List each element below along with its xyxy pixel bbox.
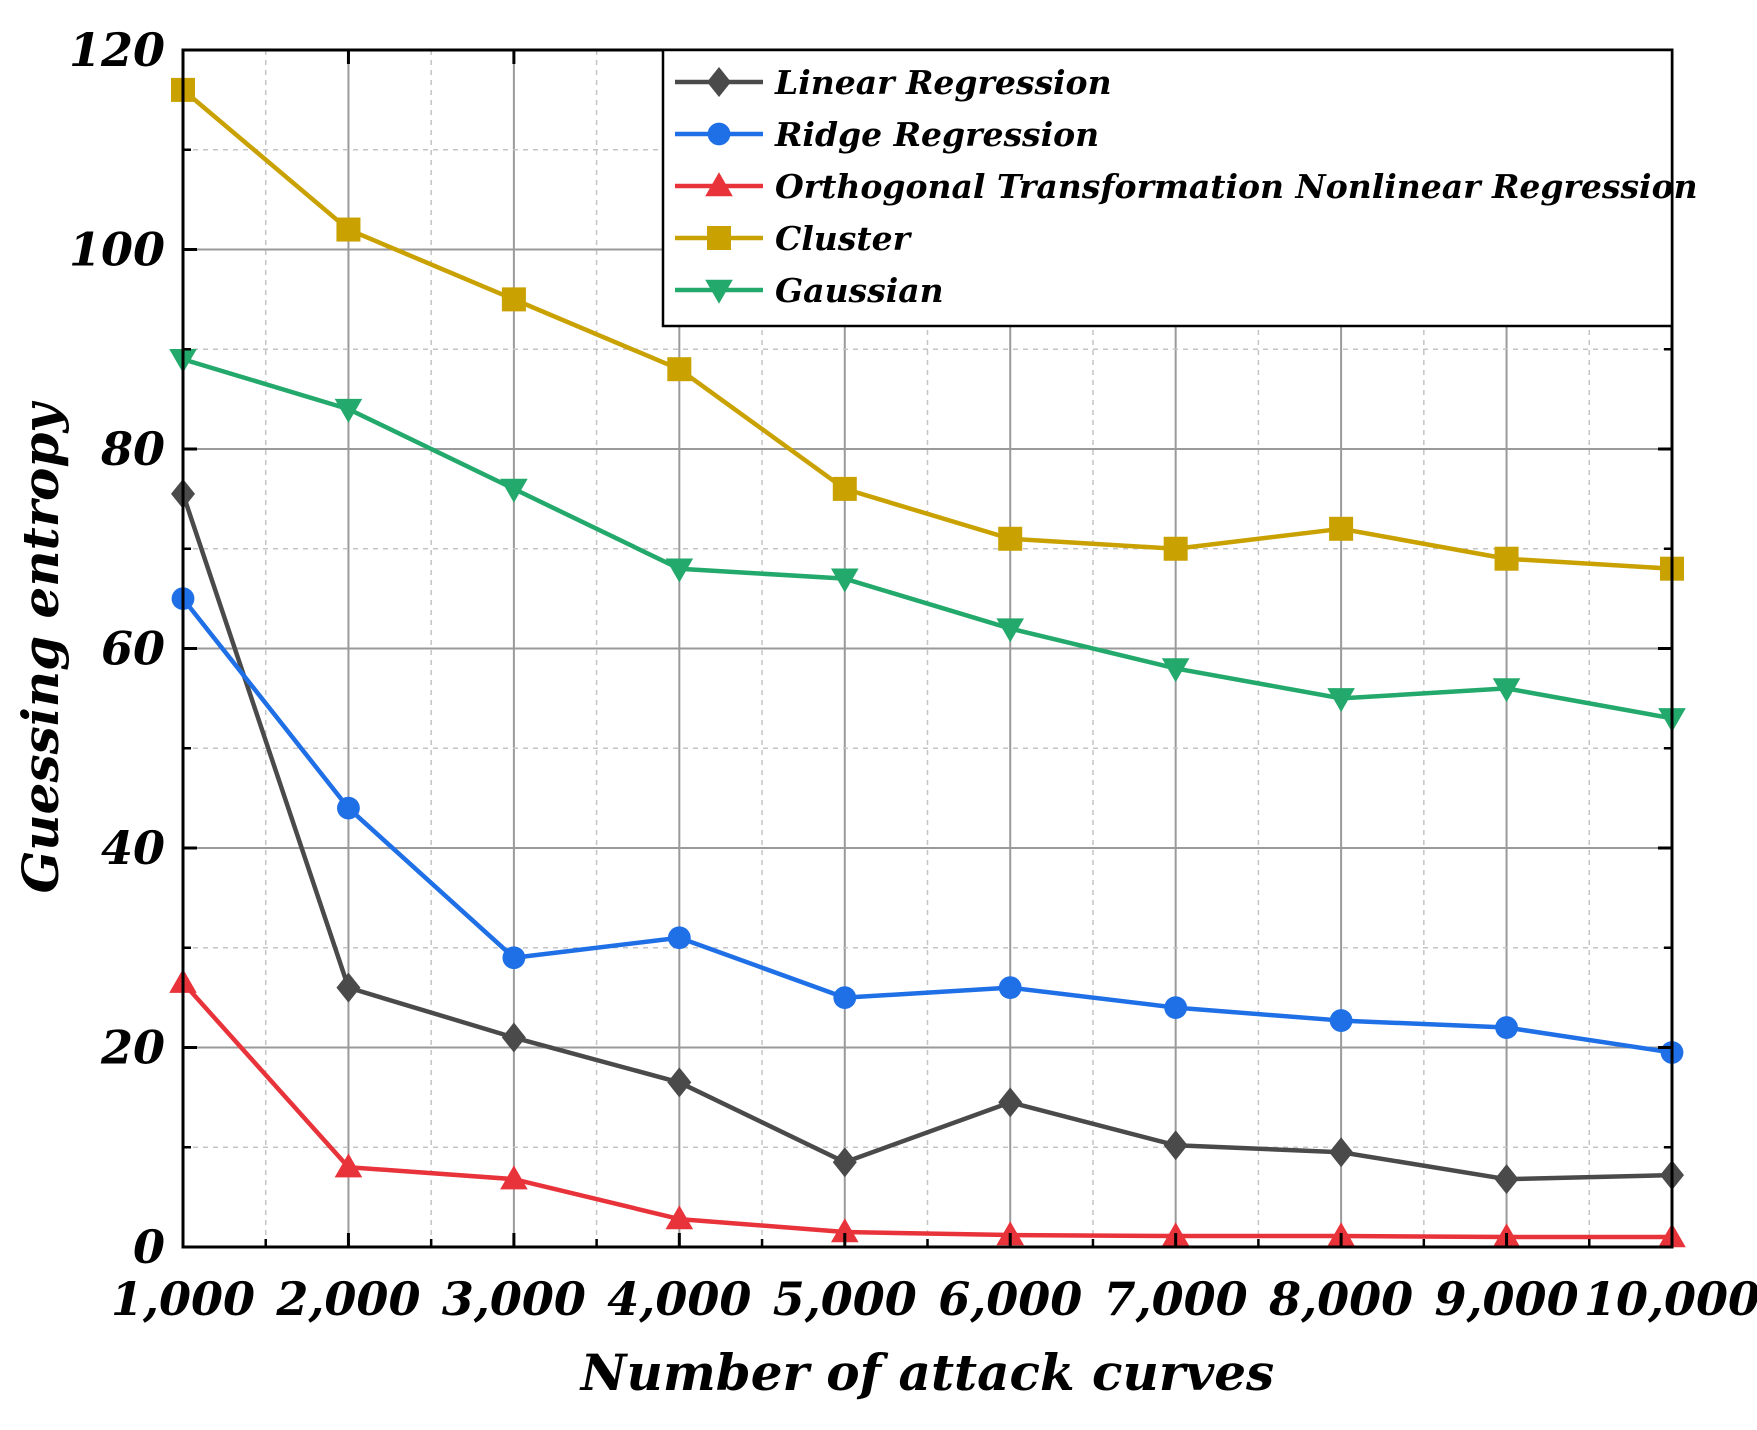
data-point-marker: [998, 976, 1022, 1000]
x-tick-label: 2,000: [275, 1272, 420, 1326]
legend-label: Gaussian: [775, 271, 944, 310]
x-tick-label: 5,000: [773, 1272, 917, 1326]
data-point-marker: [501, 287, 526, 312]
data-point-marker: [665, 1205, 694, 1230]
data-point-marker: [501, 1022, 526, 1053]
y-tick-label: 0: [133, 1220, 165, 1274]
legend-label: Ridge Regression: [774, 115, 1099, 154]
x-tick-label: 6,000: [938, 1272, 1082, 1326]
x-axis-title: Number of attack curves: [579, 1343, 1274, 1402]
data-point-marker: [1164, 996, 1188, 1019]
data-point-marker: [833, 986, 857, 1010]
data-point-marker: [1329, 516, 1354, 541]
series-line: [180, 493, 1673, 1182]
data-point-marker: [337, 796, 360, 820]
legend-label: Linear Regression: [774, 63, 1112, 102]
series-line: [182, 357, 1673, 721]
data-point-marker: [667, 926, 691, 950]
x-tick-label: 7,000: [1104, 1272, 1248, 1326]
data-point-marker: [334, 398, 363, 423]
legend-box: [661, 48, 1674, 328]
data-point-marker: [705, 279, 733, 304]
data-point-marker: [707, 122, 731, 146]
x-tick-label: 8,000: [1268, 1272, 1413, 1326]
data-point-marker: [667, 357, 692, 382]
data-point-marker: [1163, 1130, 1188, 1161]
data-point-marker: [1161, 658, 1190, 683]
series-line: [181, 981, 1672, 1240]
y-axis-title: Guessing entropy: [11, 401, 70, 894]
series-line: [181, 597, 1673, 1055]
y-tick-label: 20: [100, 1021, 165, 1075]
legend-label: Orthogonal Transformation Nonlinear Regr…: [775, 167, 1698, 206]
legend-label: Cluster: [775, 219, 913, 258]
x-tick-label: 9,000: [1435, 1272, 1579, 1326]
data-point-marker: [1329, 1137, 1354, 1168]
data-point-marker: [667, 1067, 692, 1098]
data-point-marker: [500, 478, 528, 503]
y-tick-label: 120: [69, 23, 165, 77]
data-point-marker: [998, 1087, 1023, 1118]
data-point-marker: [1492, 678, 1521, 703]
data-point-marker: [336, 217, 361, 242]
data-point-marker: [502, 946, 526, 970]
data-point-marker: [707, 67, 731, 97]
x-tick-label: 4,000: [607, 1272, 751, 1326]
data-point-marker: [830, 1218, 859, 1243]
data-point-marker: [998, 526, 1023, 551]
series-ridge-regression: [171, 587, 1684, 1064]
y-tick-label: 80: [100, 422, 165, 476]
data-point-marker: [334, 1153, 363, 1178]
data-point-marker: [707, 226, 731, 250]
series-layer: [169, 77, 1686, 1248]
data-point-marker: [996, 618, 1025, 643]
data-point-marker: [1494, 1164, 1519, 1195]
y-tick-label: 100: [69, 223, 165, 277]
series-cluster: [171, 77, 1684, 581]
legend-entry: Gaussian: [675, 271, 944, 310]
data-point-marker: [336, 972, 361, 1003]
x-tick-label: 1,000: [111, 1272, 255, 1326]
legend-entry: Linear Regression: [675, 63, 1112, 102]
x-tick-label: 3,000: [442, 1272, 586, 1326]
y-tick-label: 60: [101, 622, 165, 676]
data-point-marker: [1327, 688, 1355, 713]
legend-entry: Ridge Regression: [675, 115, 1099, 154]
data-point-marker: [500, 1165, 528, 1190]
data-point-marker: [1494, 546, 1519, 571]
legend-entry: Cluster: [675, 219, 913, 258]
data-point-marker: [832, 476, 857, 501]
data-point-marker: [665, 558, 694, 583]
legend: Linear Regression Ridge Regression Orthogo…: [661, 48, 1698, 328]
x-tick-label: 10,000: [1584, 1272, 1757, 1326]
legend-entry: Orthogonal Transformation Nonlinear Regr…: [675, 167, 1698, 206]
series-linear-regression: [171, 478, 1684, 1195]
y-tick-label: 40: [101, 821, 165, 875]
data-point-marker: [705, 172, 733, 197]
data-point-marker: [832, 1147, 857, 1178]
data-point-marker: [1495, 1016, 1518, 1039]
data-point-marker: [830, 568, 859, 593]
data-point-marker: [1329, 1009, 1353, 1032]
data-point-marker: [1163, 536, 1188, 561]
series-line: [181, 88, 1673, 571]
